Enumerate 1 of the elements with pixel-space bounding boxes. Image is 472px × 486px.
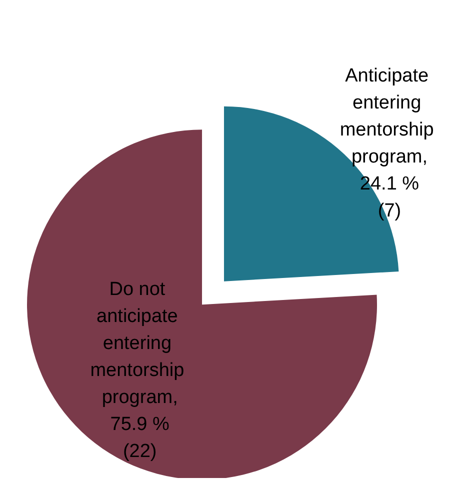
slice-label: Do not anticipate entering mentorship program, 75.9 % (22)	[90, 278, 190, 462]
